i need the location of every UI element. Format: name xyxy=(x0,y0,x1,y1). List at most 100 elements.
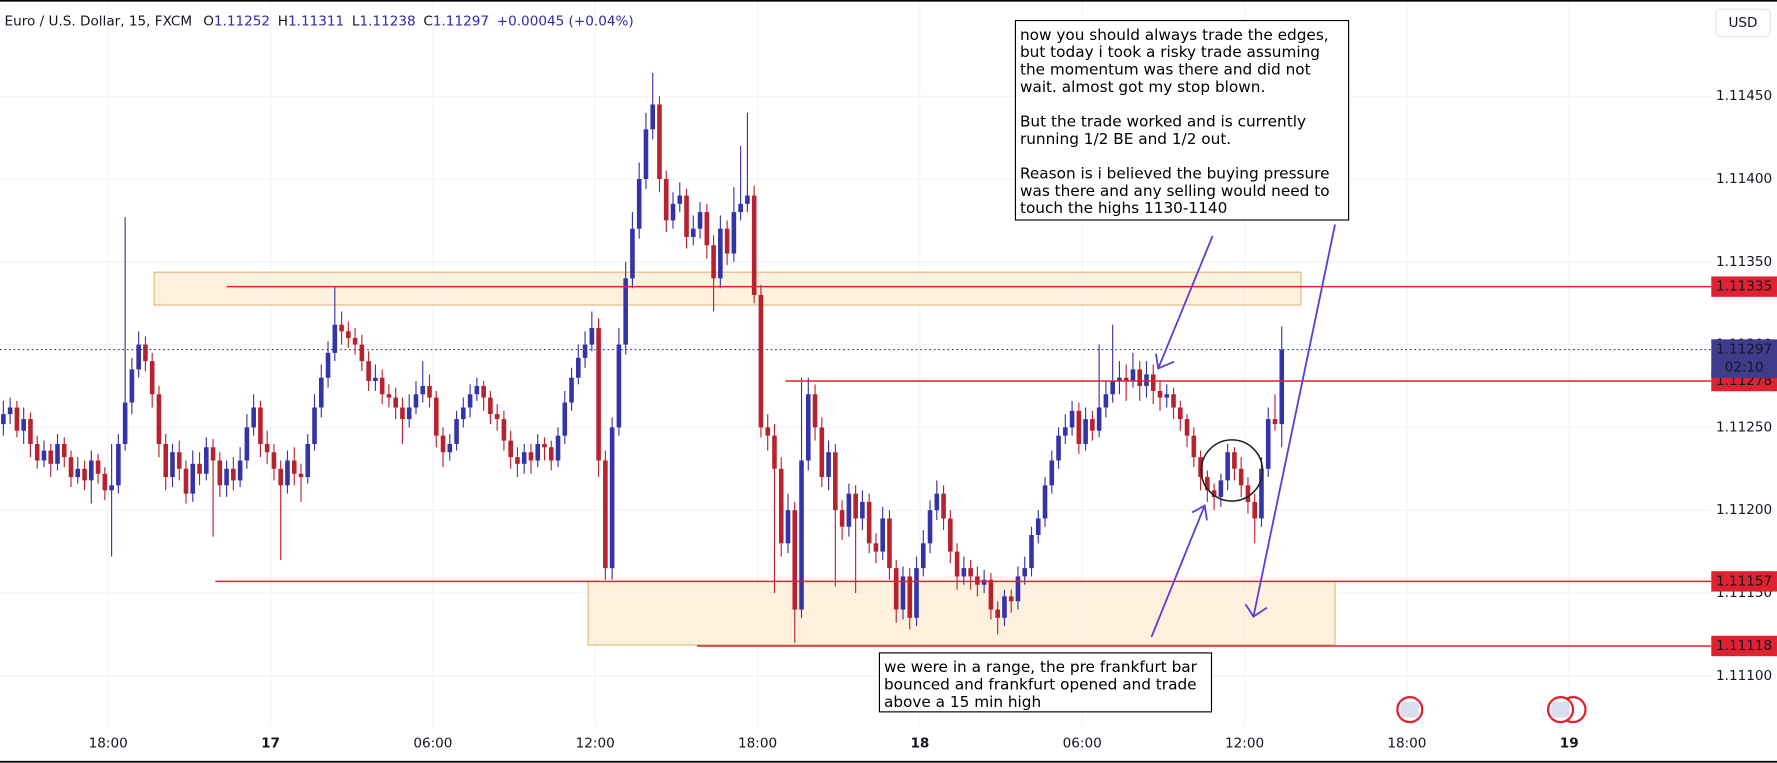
candle-body xyxy=(1103,394,1109,408)
candle-body xyxy=(866,501,872,544)
last-price-box xyxy=(1711,339,1777,378)
candle-body xyxy=(691,228,696,237)
symbol: Euro / U.S. Dollar, 15, FXCM xyxy=(5,14,193,30)
note-line: but today i took a risky trade assuming xyxy=(1020,43,1320,61)
low-value: 1.11238 xyxy=(359,14,415,30)
candle-body xyxy=(670,203,676,221)
candle-body xyxy=(853,493,858,519)
candle-body xyxy=(210,447,216,461)
arrow-head xyxy=(1155,353,1175,370)
candle-body xyxy=(61,443,67,458)
candle-body xyxy=(420,385,426,395)
candle-body xyxy=(21,419,26,431)
candle-body xyxy=(907,576,913,618)
candle-body xyxy=(1232,452,1237,469)
y-tick-label: 1.11250 xyxy=(1716,419,1772,435)
candle-body xyxy=(1123,377,1129,382)
price-label-box xyxy=(1711,276,1777,297)
currency-button[interactable] xyxy=(1715,8,1771,37)
candle-body xyxy=(731,212,737,254)
candle-body xyxy=(278,468,284,486)
candle-body xyxy=(954,551,960,577)
candle-body xyxy=(772,435,777,469)
price-label: 1.11118 xyxy=(1716,638,1772,654)
candle-body xyxy=(1178,407,1183,420)
currency[interactable]: USD xyxy=(1728,15,1757,31)
last-price-label: 1.11297 xyxy=(1716,342,1772,358)
candle-body xyxy=(995,609,1000,618)
candle-body xyxy=(765,427,771,436)
demand-zone xyxy=(587,581,1336,646)
axes: 1.111001.111501.112001.112501.113001.113… xyxy=(89,88,1777,752)
candle-body xyxy=(129,369,135,403)
candle-body xyxy=(427,385,432,398)
candle-body xyxy=(934,493,940,511)
candle-body xyxy=(657,104,662,179)
candle-body xyxy=(1272,419,1278,425)
candle-body xyxy=(968,568,973,577)
candle-body xyxy=(1015,576,1021,602)
note-line: the momentum was there and did not xyxy=(1020,60,1311,78)
candle-body xyxy=(508,440,513,458)
arrow xyxy=(1157,235,1214,369)
y-tick-label: 1.11200 xyxy=(1716,502,1772,518)
candle-body xyxy=(82,468,87,481)
candle-body xyxy=(433,397,439,436)
note-box xyxy=(878,652,1213,713)
open-value: 1.11252 xyxy=(214,14,270,30)
candle-body xyxy=(379,377,385,395)
arrow xyxy=(1150,505,1206,638)
candle-body xyxy=(366,361,371,382)
candle-body xyxy=(339,324,344,332)
close-label: C xyxy=(423,14,432,30)
candle-body xyxy=(494,414,500,420)
candle-body xyxy=(102,473,108,491)
candle-body xyxy=(1245,485,1251,502)
candle-body xyxy=(718,228,723,279)
candle-body xyxy=(1090,419,1095,431)
note-line: bounced and frankfurt opened and trade xyxy=(884,675,1197,693)
zones xyxy=(153,271,1336,646)
y-tick-label: 1.11350 xyxy=(1716,254,1772,270)
candle-body xyxy=(751,195,757,295)
candle-body xyxy=(1218,480,1224,497)
high-label: H xyxy=(278,14,288,30)
candle-body xyxy=(271,452,277,469)
candles xyxy=(1,73,1285,643)
candle-body xyxy=(535,443,541,461)
candle-body xyxy=(1164,394,1170,398)
x-tick-label: 18:00 xyxy=(1387,736,1426,752)
candle-body xyxy=(1,414,6,425)
candle-body xyxy=(1083,419,1088,444)
candle-body xyxy=(724,228,730,254)
candle-body xyxy=(136,344,141,370)
candle-body xyxy=(170,452,175,478)
candle-body xyxy=(386,394,392,398)
candle-body xyxy=(738,203,743,213)
candle-body xyxy=(1198,457,1203,478)
event-flags xyxy=(1396,695,1587,724)
candle-body xyxy=(988,579,994,610)
x-tick-label: 06:00 xyxy=(413,736,452,752)
note-line: was there and any selling would need to xyxy=(1020,182,1330,200)
x-tick-label: 18 xyxy=(910,736,929,752)
candle-body xyxy=(143,344,148,362)
note-line: wait. almost got my stop blown. xyxy=(1020,78,1265,96)
candle-body xyxy=(318,377,324,408)
candle-body xyxy=(1096,407,1102,431)
price-lines xyxy=(0,285,1712,647)
candle-body xyxy=(14,407,20,431)
candle-body xyxy=(122,402,128,444)
candle-body xyxy=(893,568,899,610)
price-label: 1.11157 xyxy=(1716,573,1772,589)
candle-body xyxy=(677,195,683,204)
x-tick-label: 12:00 xyxy=(1225,736,1264,752)
candle-body xyxy=(176,452,182,469)
candle-body xyxy=(562,402,568,436)
candle-body xyxy=(481,385,486,398)
x-tick-label: 12:00 xyxy=(576,736,615,752)
candle-body xyxy=(413,394,419,408)
open-label: O xyxy=(203,14,214,30)
high-value: 1.11311 xyxy=(288,14,344,30)
